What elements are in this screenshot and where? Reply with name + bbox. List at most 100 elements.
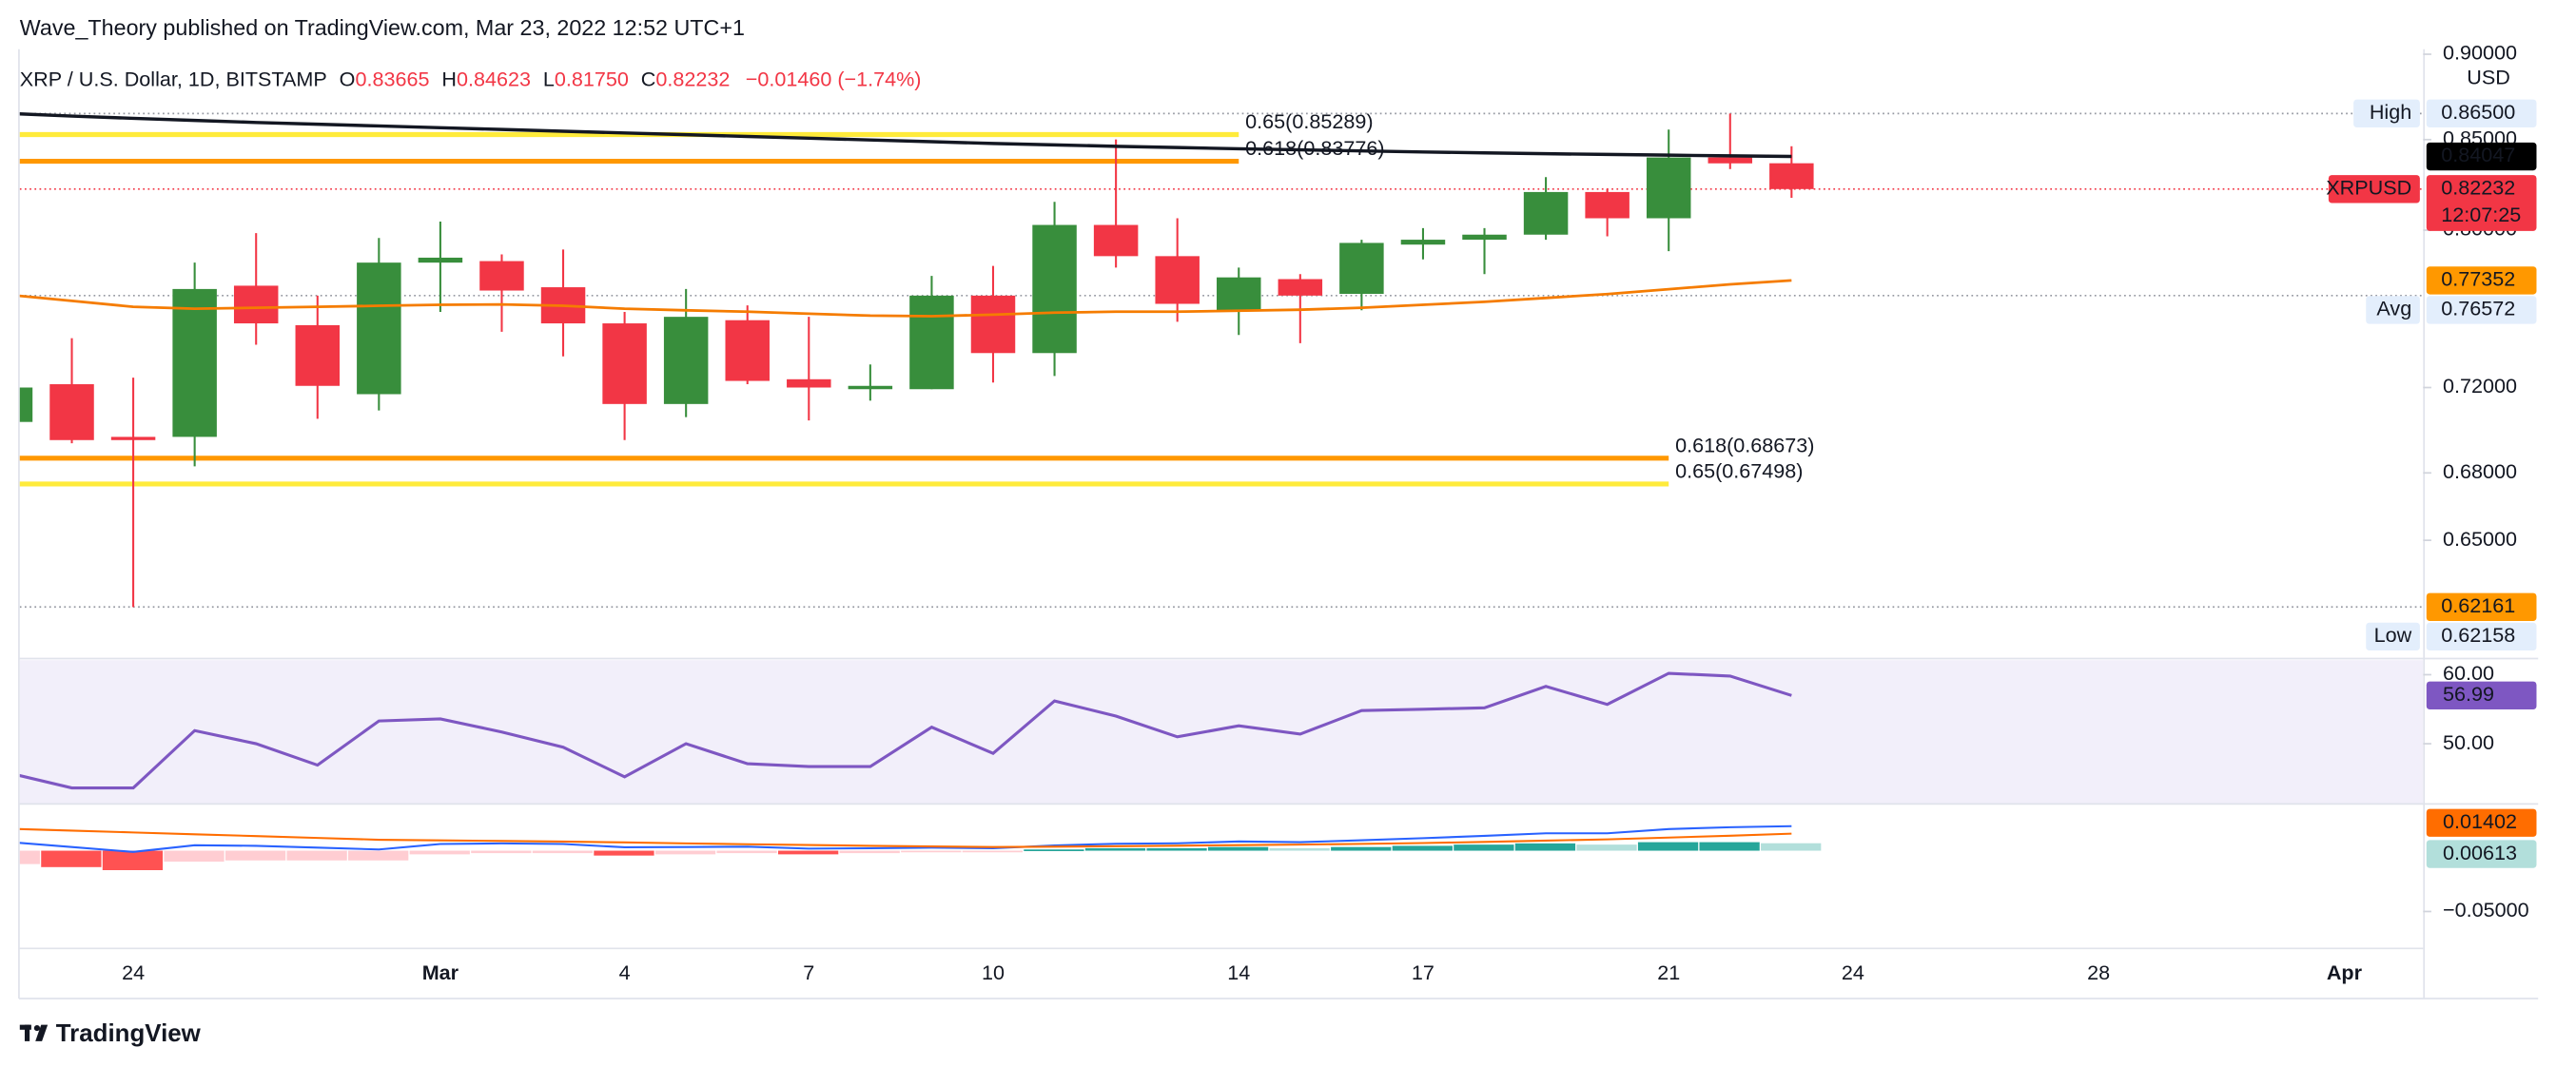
candle-body — [110, 436, 156, 440]
macd-histogram-bar — [1576, 844, 1637, 851]
legend-key: C — [641, 67, 656, 90]
signal-label-box — [2426, 808, 2537, 837]
plot-area: 0.65(0.85289)0.618(0.83776)0.618(0.68673… — [19, 109, 2424, 870]
candle-body — [19, 387, 33, 422]
rsi-label: 56.99 — [2443, 682, 2494, 706]
x-tick-label: 28 — [2087, 960, 2110, 984]
moving-average — [19, 112, 1792, 159]
rsi-label-box — [2426, 681, 2537, 710]
macd-histogram-bar — [594, 850, 654, 856]
candle-body — [602, 323, 647, 404]
rsi-tick-label: 50.00 — [2443, 730, 2494, 754]
price-label-box — [2426, 266, 2537, 295]
macd-histogram-bar — [1454, 844, 1514, 851]
macd-histogram-bar — [1207, 846, 1269, 851]
candle-body — [1155, 256, 1200, 304]
price-label: 0.76572 — [2441, 297, 2515, 320]
candle-body — [1646, 157, 1691, 219]
price-tag-box — [2328, 175, 2420, 204]
price-label: 0.84047 — [2441, 143, 2515, 166]
x-tick-label: Mar — [422, 960, 459, 984]
candle-body — [49, 384, 94, 440]
macd-histogram-bar — [532, 850, 594, 854]
candle-body — [1523, 191, 1569, 235]
countdown: 12:07:25 — [2441, 203, 2521, 226]
price-tag: Avg — [2376, 297, 2411, 320]
macd-histogram-bar — [1024, 849, 1084, 851]
price-label-box — [2426, 142, 2537, 171]
macd-histogram-bar — [654, 850, 716, 855]
candle-body — [357, 262, 401, 395]
price-label-box — [2426, 99, 2537, 128]
macd-tick-label: −0.05000 — [2443, 898, 2529, 922]
y-tick-label: 0.72000 — [2443, 374, 2517, 398]
macd-histogram-bar — [102, 850, 164, 870]
price-tag-box — [2353, 99, 2420, 128]
candle-body — [1769, 163, 1814, 189]
price-tag: High — [2370, 100, 2411, 124]
price-label: 0.77352 — [2441, 267, 2515, 291]
candle-body — [1708, 157, 1753, 164]
price-label: 0.62161 — [2441, 593, 2515, 617]
brand: TradingView — [56, 1020, 202, 1047]
x-tick-label: 17 — [1412, 960, 1434, 984]
price-label-box — [2426, 296, 2537, 324]
macd-signal-line — [19, 827, 1792, 848]
price-label: 0.82232 — [2441, 176, 2515, 200]
signal-label: 0.01402 — [2443, 809, 2517, 833]
macd-histogram-bar — [1146, 847, 1207, 851]
candle-body — [295, 324, 341, 386]
price-tag: Low — [2374, 623, 2412, 647]
candle-body — [848, 385, 893, 390]
macd-histogram-bar — [1084, 847, 1146, 851]
x-tick-label: 7 — [803, 960, 814, 984]
price-tag: XRPUSD — [2326, 176, 2411, 200]
histogram-label-box — [2426, 840, 2537, 868]
x-tick-label: 14 — [1227, 960, 1250, 984]
candle-body — [909, 295, 954, 390]
x-tick-label: 4 — [619, 960, 631, 984]
rsi-band — [19, 660, 2424, 804]
x-tick-label: 10 — [982, 960, 1005, 984]
macd-histogram-bar — [716, 850, 777, 854]
axis-unit: USD — [2467, 66, 2510, 89]
legend-value: 0.82232 — [655, 67, 730, 90]
macd-histogram-bar — [41, 850, 102, 867]
macd-histogram-bar — [1761, 843, 1822, 851]
macd-histogram-bar — [348, 850, 409, 861]
macd-histogram-bar — [164, 850, 224, 863]
candle-body — [1032, 224, 1077, 354]
y-tick-label: 0.68000 — [2443, 459, 2517, 483]
candle-body — [725, 320, 770, 381]
legend-key: H — [441, 67, 457, 90]
candle-body — [1093, 224, 1139, 257]
price-tag-box — [2366, 296, 2420, 324]
fib-label: 0.65(0.85289) — [1245, 109, 1373, 133]
price-label-box — [2426, 592, 2537, 621]
candle-body — [479, 261, 524, 291]
macd-histogram-bar — [1699, 842, 1760, 851]
candle-body — [1585, 191, 1630, 219]
macd-histogram-bar — [19, 850, 40, 864]
legend-key: O — [340, 67, 356, 90]
candle-body — [1278, 279, 1323, 296]
rsi-line — [19, 671, 1792, 790]
moving-average — [19, 279, 1792, 318]
macd-histogram-bar — [409, 850, 470, 855]
macd-histogram-bar — [1331, 846, 1392, 851]
candle-body — [1400, 240, 1446, 245]
price-label: 0.86500 — [2441, 100, 2515, 124]
legend-change: −0.01460 (−1.74%) — [746, 67, 922, 90]
macd-histogram-bar — [286, 850, 347, 861]
candle-body — [970, 295, 1016, 354]
fib-label: 0.65(0.67498) — [1675, 459, 1803, 483]
x-tick-label: Apr — [2327, 960, 2363, 984]
candle-body — [1462, 234, 1507, 241]
frame — [18, 48, 2539, 999]
x-tick-label: 24 — [122, 960, 145, 984]
macd-histogram-bar — [901, 850, 962, 853]
histogram-label: 0.00613 — [2443, 841, 2517, 864]
legend-value: 0.83665 — [355, 67, 429, 90]
